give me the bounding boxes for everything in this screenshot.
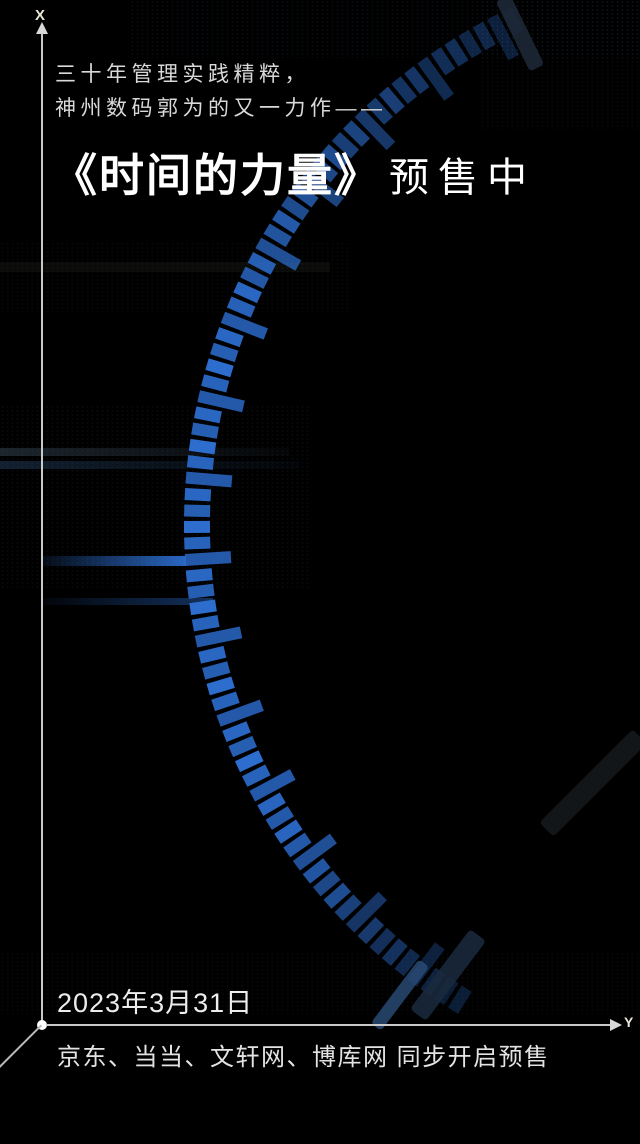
presale-date: 2023年3月31日	[57, 988, 254, 1018]
y-axis-line	[46, 1024, 612, 1026]
x-axis-line	[41, 33, 43, 1023]
x-axis-arrow-icon	[36, 22, 48, 34]
axis-origin-dot	[37, 1020, 47, 1030]
y-axis-label: Y	[624, 1014, 634, 1030]
x-axis-label: X	[35, 7, 47, 24]
presale-status: 预售中	[389, 155, 537, 201]
book-title: 《时间的力量》 预售中	[52, 139, 536, 204]
y-axis-arrow-icon	[610, 1019, 622, 1031]
sales-channels: 京东、当当、文轩网、博库网 同步开启预售	[57, 1044, 550, 1071]
tagline-line1: 三十年管理实践精粹，	[55, 63, 310, 86]
book-title-name: 《时间的力量》	[52, 149, 382, 202]
tagline-line2: 神州数码郭为的又一力作——	[55, 97, 387, 120]
